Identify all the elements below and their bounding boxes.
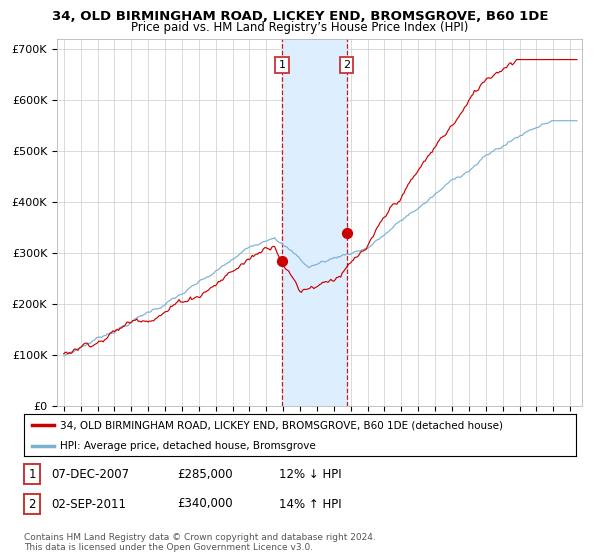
Point — [277, 256, 287, 265]
Text: 02-SEP-2011: 02-SEP-2011 — [51, 497, 126, 511]
Text: £340,000: £340,000 — [177, 497, 233, 511]
Text: 14% ↑ HPI: 14% ↑ HPI — [279, 497, 341, 511]
Bar — [282, 39, 347, 406]
Text: 1: 1 — [28, 468, 36, 481]
Point — [342, 228, 352, 237]
Text: 2: 2 — [28, 497, 36, 511]
Text: 34, OLD BIRMINGHAM ROAD, LICKEY END, BROMSGROVE, B60 1DE: 34, OLD BIRMINGHAM ROAD, LICKEY END, BRO… — [52, 10, 548, 23]
Text: Contains HM Land Registry data © Crown copyright and database right 2024.: Contains HM Land Registry data © Crown c… — [24, 533, 376, 542]
Text: 2: 2 — [343, 60, 350, 70]
Text: 12% ↓ HPI: 12% ↓ HPI — [279, 468, 341, 481]
Text: £285,000: £285,000 — [177, 468, 233, 481]
Text: 07-DEC-2007: 07-DEC-2007 — [51, 468, 129, 481]
Text: HPI: Average price, detached house, Bromsgrove: HPI: Average price, detached house, Brom… — [60, 441, 316, 451]
Text: This data is licensed under the Open Government Licence v3.0.: This data is licensed under the Open Gov… — [24, 543, 313, 552]
Text: 1: 1 — [278, 60, 286, 70]
Text: Price paid vs. HM Land Registry’s House Price Index (HPI): Price paid vs. HM Land Registry’s House … — [131, 21, 469, 34]
Text: 34, OLD BIRMINGHAM ROAD, LICKEY END, BROMSGROVE, B60 1DE (detached house): 34, OLD BIRMINGHAM ROAD, LICKEY END, BRO… — [60, 421, 503, 430]
